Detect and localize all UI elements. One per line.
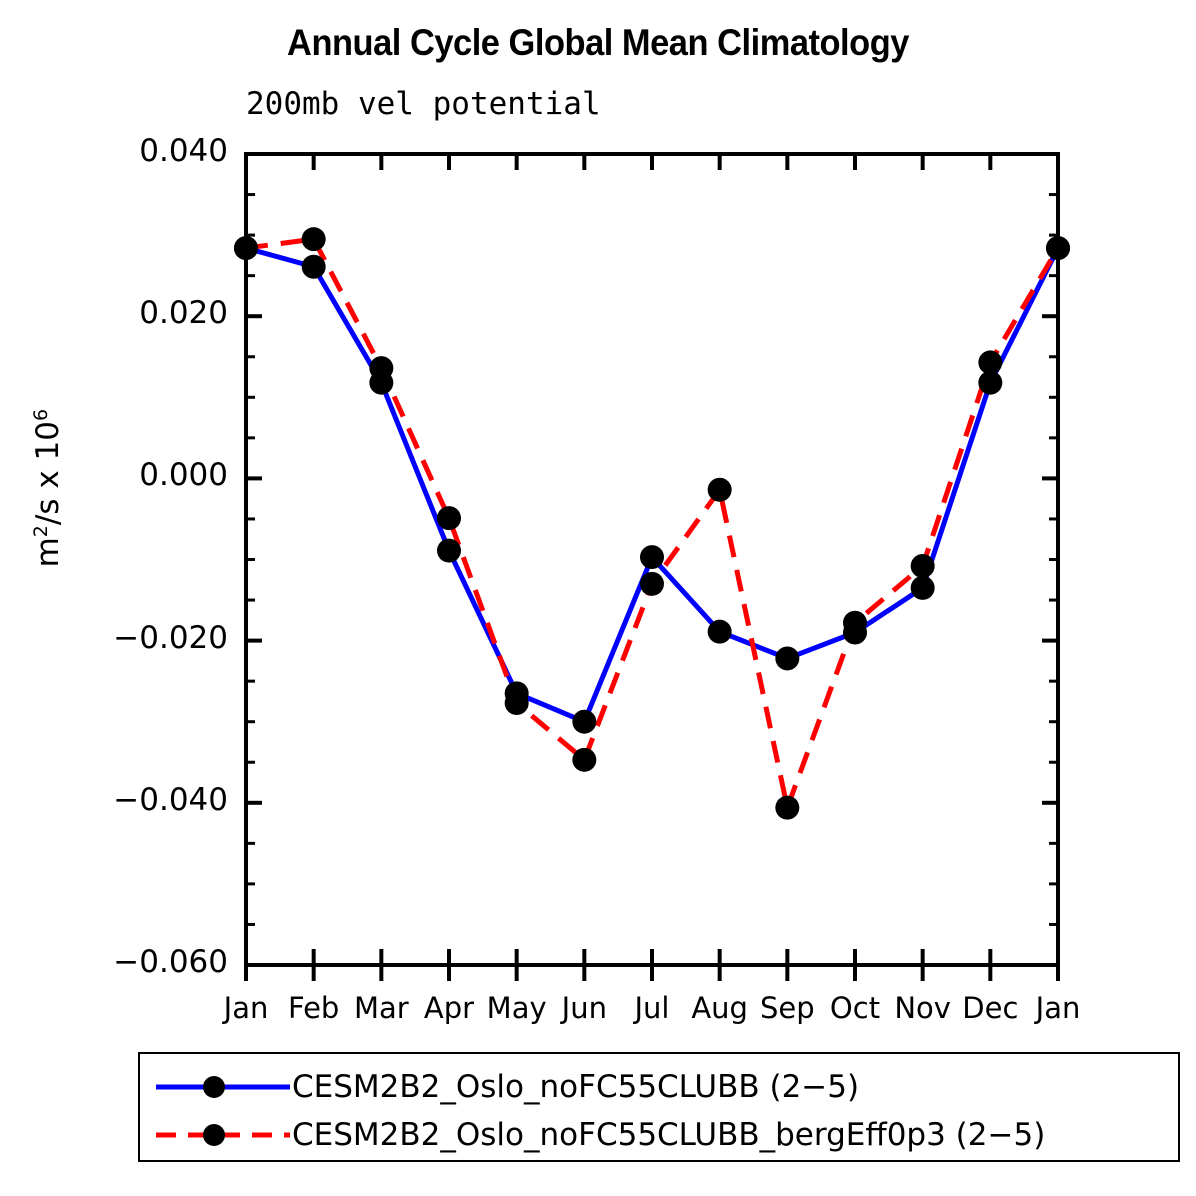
data-point-marker	[437, 506, 461, 531]
data-point-marker	[301, 227, 326, 252]
x-tick-label: Jan	[1035, 991, 1081, 1025]
legend-entry[interactable]: CESM2B2_Oslo_noFC55CLUBB_bergEff0p3 (2−5…	[140, 1110, 1178, 1160]
data-point-marker	[640, 571, 664, 596]
x-tick-label: Jun	[561, 991, 607, 1025]
x-tick-label: Mar	[353, 991, 409, 1025]
data-point-marker	[640, 545, 664, 570]
plot-area	[234, 152, 1070, 981]
legend-entry[interactable]: CESM2B2_Oslo_noFC55CLUBB (2−5)	[140, 1062, 1178, 1112]
data-point-marker	[234, 236, 258, 261]
legend-label: CESM2B2_Oslo_noFC55CLUBB_bergEff0p3 (2−5…	[292, 1117, 1046, 1153]
x-tick-label: Aug	[691, 991, 748, 1025]
x-tick-label: Jan	[223, 991, 269, 1025]
data-point-marker	[843, 610, 867, 635]
x-tick-label: Dec	[962, 991, 1019, 1025]
x-tick-label: Jul	[634, 991, 670, 1025]
legend-label: CESM2B2_Oslo_noFC55CLUBB (2−5)	[292, 1069, 860, 1105]
data-point-marker	[978, 350, 1003, 375]
legend-line-sample	[154, 1070, 292, 1104]
x-tick-label: Feb	[287, 991, 340, 1025]
data-point-marker	[369, 356, 394, 381]
axis-ticks	[244, 152, 1060, 981]
y-tick-label: −0.020	[113, 619, 228, 656]
y-tick-label: −0.060	[113, 944, 228, 980]
data-point-marker	[301, 254, 326, 279]
data-point-marker	[910, 575, 935, 600]
data-series	[245, 236, 1061, 817]
data-point-marker	[1046, 236, 1070, 261]
x-tick-label: Oct	[829, 991, 881, 1025]
chart-legend: CESM2B2_Oslo_noFC55CLUBB (2−5) CESM2B2_Os…	[138, 1052, 1180, 1162]
chart-title: Annual Cycle Global Mean Climatology	[287, 22, 909, 63]
data-point-marker	[910, 553, 935, 578]
x-tick-label: Apr	[423, 991, 475, 1025]
data-point-marker	[707, 619, 732, 644]
series-line-1	[245, 245, 1061, 725]
data-point-marker	[707, 477, 732, 502]
x-tick-label: Nov	[894, 991, 951, 1025]
chart-subtitle: 200mb vel potential	[246, 86, 601, 122]
data-point-marker	[978, 370, 1003, 395]
y-axis-tick-labels: 0.040 0.020 0.000 −0.020 −0.040 −0.060	[0, 0, 228, 1000]
data-point-marker	[437, 538, 461, 563]
legend-line-sample	[154, 1118, 292, 1152]
x-tick-label: Sep	[759, 991, 815, 1025]
data-markers	[234, 227, 1070, 820]
y-tick-label: −0.040	[113, 781, 228, 818]
data-point-marker	[504, 691, 529, 716]
data-point-marker	[572, 709, 597, 734]
data-point-marker	[572, 747, 597, 772]
data-point-marker	[775, 646, 800, 671]
y-tick-label: 0.020	[139, 295, 228, 332]
y-tick-label: 0.000	[139, 457, 228, 494]
data-point-marker	[775, 795, 800, 820]
y-tick-label: 0.040	[139, 133, 228, 169]
series-line-2	[245, 236, 1061, 817]
x-tick-label: May	[486, 991, 547, 1025]
